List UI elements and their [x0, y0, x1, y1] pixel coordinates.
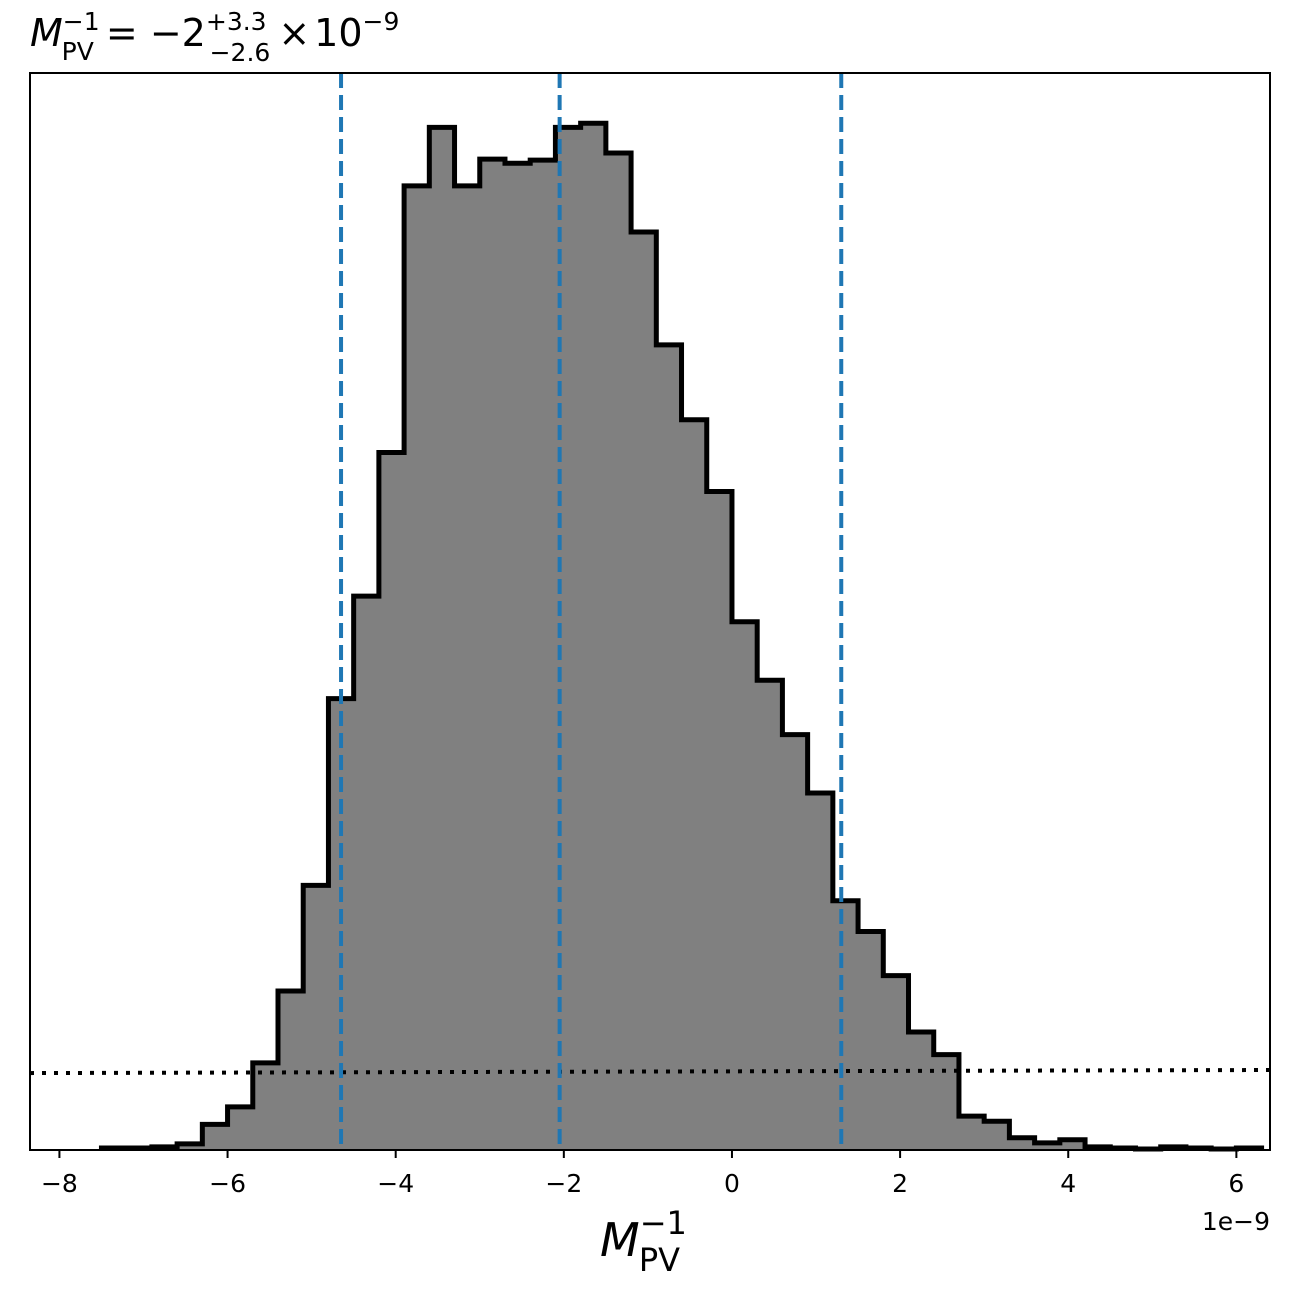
histogram-bar [681, 419, 708, 1151]
title-lower-err: −2.6 [210, 38, 271, 67]
histogram-bar [883, 975, 910, 1150]
x-tick-label: −2 [545, 1169, 582, 1198]
histogram-bar [832, 900, 859, 1150]
histogram-bar [782, 734, 809, 1150]
histogram-bar [731, 621, 758, 1150]
histogram-bar [757, 680, 783, 1150]
histogram-bar [858, 931, 884, 1150]
title-lhs-sup: −1 [63, 7, 100, 36]
histogram-bar [353, 596, 380, 1150]
title-lhs: M [30, 11, 63, 55]
histogram-outline [98, 120, 1265, 1152]
title-upper-err: +3.3 [206, 7, 267, 36]
histogram-bar [580, 123, 607, 1150]
histogram-bar [303, 885, 329, 1150]
histogram-bar [605, 153, 632, 1150]
histogram-bar [656, 344, 683, 1150]
histogram-bar [1034, 1142, 1061, 1150]
histogram-bar [504, 163, 531, 1150]
histogram-bar [378, 452, 405, 1150]
histogram-bar [252, 1062, 279, 1150]
histogram-bar [454, 185, 481, 1151]
histogram-bar [227, 1106, 254, 1150]
x-tick-label: 6 [1228, 1169, 1244, 1198]
xlabel-sup: −1 [640, 1204, 687, 1242]
xlabel-sub: PV [639, 1241, 680, 1279]
x-offset-label: 1e−9 [1202, 1207, 1270, 1236]
title-base: 10 [314, 11, 362, 55]
histogram-bar [984, 1121, 1010, 1150]
title-exponent: −9 [363, 7, 400, 36]
histogram-bar [631, 231, 657, 1150]
histogram-bar [278, 991, 304, 1150]
x-tick-label: −4 [377, 1169, 414, 1198]
title-median: −2 [150, 11, 206, 55]
histogram-bar [530, 160, 556, 1150]
histogram-bar [958, 1116, 985, 1150]
plot-frame [29, 72, 1271, 1151]
histogram-bar [429, 127, 456, 1150]
histogram-bar [479, 159, 506, 1150]
histogram-bar [908, 1032, 935, 1150]
histogram-bar [1059, 1139, 1086, 1150]
quantile-lines [339, 73, 844, 1150]
title-times: × [278, 11, 310, 55]
x-tick-label: 0 [724, 1169, 740, 1198]
x-tick-label: −6 [209, 1169, 246, 1198]
histogram-bar [807, 793, 834, 1150]
x-tick-label: 4 [1060, 1169, 1076, 1198]
histogram-bar [1009, 1137, 1036, 1150]
title-lhs-sub: PV [62, 37, 94, 66]
xlabel-main: M [600, 1213, 640, 1267]
histogram-bar [706, 491, 733, 1150]
title-equals: = [94, 11, 150, 55]
x-axis-ticks: −8 −6 −4 −2 0 2 4 6 [41, 1150, 1244, 1198]
histogram-bars [101, 123, 1263, 1151]
x-tick-label: 2 [892, 1169, 908, 1198]
x-tick-label: −8 [41, 1169, 78, 1198]
reference-dotted-line [29, 1067, 1271, 1076]
x-axis-label: M−1 PV [600, 1204, 687, 1279]
chart-title: M−1 PV = −2+3.3 −2.6 × 10−9 [30, 7, 399, 67]
histogram-bar [202, 1124, 229, 1150]
histogram-bar [404, 185, 430, 1151]
histogram-bar [177, 1143, 203, 1150]
